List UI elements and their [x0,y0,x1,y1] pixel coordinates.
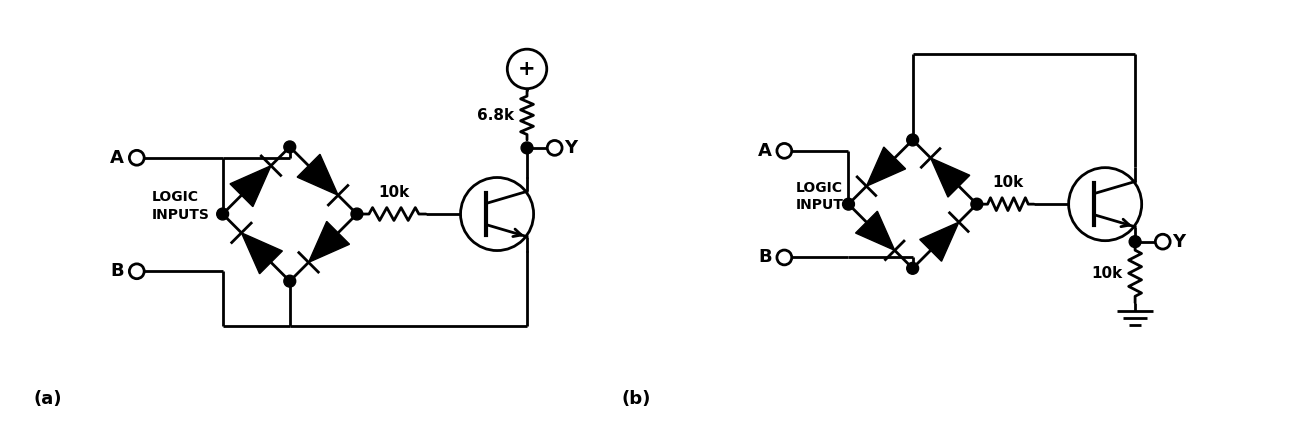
Circle shape [1155,234,1170,249]
Circle shape [548,140,562,155]
Text: (a): (a) [33,390,62,407]
Polygon shape [919,222,958,261]
Text: (b): (b) [621,390,651,407]
Text: +: + [519,59,536,79]
Circle shape [351,208,362,220]
Circle shape [461,178,533,251]
Circle shape [907,262,919,274]
Polygon shape [242,233,282,274]
Circle shape [284,141,295,153]
Text: Y: Y [1173,233,1186,251]
Text: B: B [758,248,772,267]
Text: A: A [758,142,772,160]
Polygon shape [931,158,970,197]
Circle shape [521,142,533,154]
Text: Y: Y [565,139,578,157]
Polygon shape [230,166,270,206]
Text: 10k: 10k [378,185,410,200]
Circle shape [907,134,919,146]
Circle shape [284,275,295,287]
Circle shape [130,264,144,279]
Text: LOGIC
INPUTS: LOGIC INPUTS [151,191,210,222]
Text: A: A [110,149,123,167]
Text: 6.8k: 6.8k [477,108,515,123]
Circle shape [777,143,792,158]
Polygon shape [867,147,906,186]
Circle shape [217,208,228,220]
Polygon shape [297,154,339,195]
Text: 10k: 10k [1091,266,1123,281]
Circle shape [507,49,546,89]
Circle shape [130,150,144,165]
Circle shape [970,198,982,210]
Polygon shape [856,211,894,251]
Text: LOGIC
INPUTS: LOGIC INPUTS [796,181,853,212]
Circle shape [1069,168,1142,241]
Circle shape [777,250,792,265]
Circle shape [843,198,855,210]
Text: 10k: 10k [993,175,1024,191]
Circle shape [1129,236,1141,248]
Polygon shape [309,222,349,262]
Text: B: B [110,262,123,280]
